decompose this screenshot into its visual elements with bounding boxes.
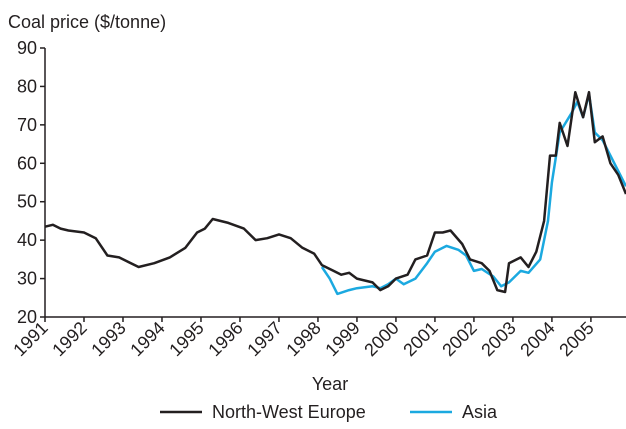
x-tick-label: 2002 bbox=[438, 318, 480, 360]
x-tick-label: 1993 bbox=[87, 318, 129, 360]
x-tick-label: 1996 bbox=[204, 318, 246, 360]
x-tick-label: 2001 bbox=[399, 318, 441, 360]
y-tick-label: 30 bbox=[17, 269, 37, 289]
x-tick-label: 1992 bbox=[48, 318, 90, 360]
x-tick-label: 2000 bbox=[360, 318, 402, 360]
y-tick-label: 50 bbox=[17, 192, 37, 212]
x-tick-label: 1997 bbox=[243, 318, 285, 360]
y-tick-label: 20 bbox=[17, 307, 37, 327]
y-tick-label: 60 bbox=[17, 153, 37, 173]
x-tick-label: 1999 bbox=[321, 318, 363, 360]
x-tick-label: 2005 bbox=[555, 318, 597, 360]
x-tick-label: 1995 bbox=[165, 318, 207, 360]
x-tick-label: 1998 bbox=[282, 318, 324, 360]
y-tick-label: 90 bbox=[17, 38, 37, 58]
legend-label: North-West Europe bbox=[212, 402, 366, 422]
x-tick-label: 1991 bbox=[9, 318, 51, 360]
x-tick-label: 2004 bbox=[516, 318, 558, 360]
chart-title: Coal price ($/tonne) bbox=[8, 12, 166, 32]
legend-label: Asia bbox=[462, 402, 498, 422]
y-tick-label: 70 bbox=[17, 115, 37, 135]
line-series bbox=[44, 90, 626, 294]
x-tick-label: 2003 bbox=[477, 318, 519, 360]
x-axis-label: Year bbox=[312, 374, 348, 394]
y-tick-label: 80 bbox=[17, 76, 37, 96]
line-series bbox=[320, 92, 626, 296]
y-tick-label: 40 bbox=[17, 230, 37, 250]
x-tick-label: 1994 bbox=[126, 318, 168, 360]
